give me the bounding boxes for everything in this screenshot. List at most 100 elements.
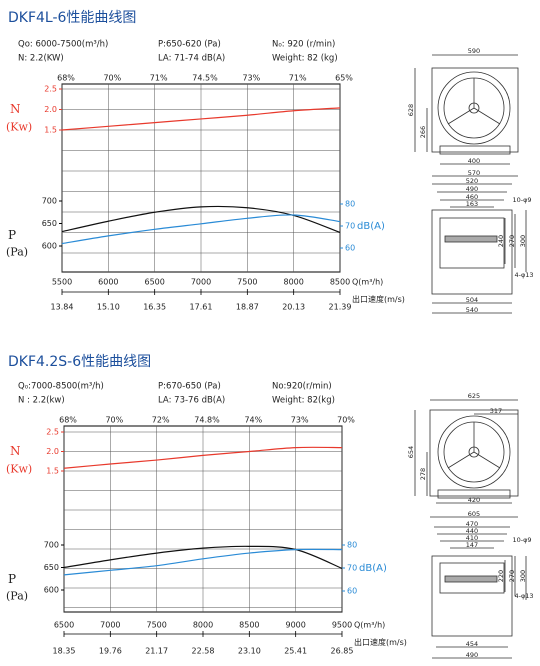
efficiency-label: 74% [244,416,262,425]
velocity-label: 15.10 [97,303,120,312]
velocity-label: 25.41 [284,647,307,656]
dimension-label: 10-φ9 [512,536,531,544]
x-tick-label: 8000 [193,621,213,630]
n-tick-label: 1.5 [46,467,59,476]
dimension-label: 278 [419,468,427,480]
x-tick-label: 7500 [237,278,257,287]
spec: Weight: 82(kg) [272,396,335,406]
dimension-label: 590 [468,47,480,55]
dimension-label: 270 [508,570,516,582]
n-tick-label: 1.5 [44,126,57,135]
spec: No:920(r/min) [272,382,332,392]
efficiency-label: 71% [150,74,168,83]
dimension-label: 240 [497,235,505,247]
x-tick-label: 8500 [239,621,259,630]
n-axis-label: N [10,102,21,116]
dimension-label: 654 [407,446,415,458]
inlet [439,217,505,269]
base [437,489,511,499]
efficiency-label: 70% [103,74,121,83]
x-axis-label: Q(m³/h) [354,621,385,630]
velocity-label: 13.84 [51,303,74,312]
frame [429,409,519,497]
spokes [447,78,501,125]
p-tick-label: 700 [42,197,57,206]
velocity-label: 21.17 [145,647,168,656]
spec: N₀: 920 (r/min) [272,40,335,50]
x-tick-label: 7500 [146,621,166,630]
dim-lines [432,526,527,659]
wheel [437,71,511,145]
x-tick-label: 6500 [144,278,164,287]
velocity-label: 17.61 [190,303,213,312]
velocity-label: 18.35 [53,647,76,656]
dimension-label: 400 [468,157,480,165]
p-tick-label: 650 [44,563,59,572]
spec: LA: 71-74 dB(A) [158,54,225,64]
dim-lines [432,183,527,314]
drawing-art [414,54,527,659]
x-tick-label: 5500 [52,278,72,287]
efficiency-label: 72% [152,416,170,425]
dim-lines [414,399,518,518]
dimension-label: 540 [466,306,478,314]
x-tick-label: 8500 [330,278,350,287]
p-tick-label: 650 [42,219,57,228]
dimension-label: 520 [466,177,478,185]
x2-axis-label: 出口速度(m/s) [352,294,405,304]
curve-n [61,107,341,131]
curve-db [63,548,343,576]
db-tick-label: 60 [345,244,355,253]
spec: Qo: 6000-7500(m³/h) [18,40,108,50]
spec: P:670-650 (Pa) [158,382,221,392]
p-axis-unit: (Pa) [6,590,28,603]
dimension-label: 266 [419,126,427,138]
n-tick-label: 2.5 [44,85,57,94]
dimension-label: 270 [508,235,516,247]
efficiency-label: 71% [289,74,307,83]
db-tick-label: 70 [345,222,355,231]
chart-title: DKF4L-6性能曲线图 [8,10,136,26]
side-frame [431,555,513,637]
p-tick-label: 700 [44,541,59,550]
efficiency-label: 74.8% [194,416,220,425]
db-axis-label: dB(A) [357,221,385,232]
x-tick-label: 7000 [100,621,120,630]
efficiency-label: 70% [105,416,123,425]
dimension-label: 4-φ13 [514,271,533,279]
velocity-label: 21.39 [329,303,352,312]
velocity-label: 19.76 [99,647,122,656]
x-tick-label: 9500 [332,621,352,630]
velocity-label: 26.85 [331,647,354,656]
dimension-label: 317 [490,407,502,415]
x-tick-label: 6500 [54,621,74,630]
x-axis-label: Q(m³/h) [352,278,383,287]
spec: LA: 73-76 dB(A) [158,396,225,406]
dimension-label: 420 [468,496,480,504]
chart-title: DKF4.2S-6性能曲线图 [8,354,151,370]
dimension-label: 440 [466,527,478,535]
dimension-label: 147 [466,541,478,549]
velocity-label: 22.58 [192,647,215,656]
p-axis-label: P [8,572,16,586]
efficiency-label: 73% [291,416,309,425]
dimension-label: 10-φ9 [512,196,531,204]
spec: Weight: 82 (kg) [272,54,338,64]
wheel [437,415,511,489]
dimension-label: 605 [468,510,480,518]
dimension-label: 470 [466,520,478,528]
x-tick-label: 8000 [283,278,303,287]
efficiency-label: 65% [335,74,353,83]
db-tick-label: 80 [347,541,357,550]
efficiency-label: 70% [337,416,355,425]
db-tick-label: 80 [345,200,355,209]
n-axis-unit: (Kw) [6,463,32,476]
dimension-label: 220 [497,570,505,582]
dimension-label: 300 [519,570,527,582]
spec: N: 2.2(KW) [18,54,64,64]
dimension-label: 300 [519,235,527,247]
p-axis-unit: (Pa) [6,246,28,259]
dimension-label: 410 [466,534,478,542]
velocity-label: 18.87 [236,303,259,312]
